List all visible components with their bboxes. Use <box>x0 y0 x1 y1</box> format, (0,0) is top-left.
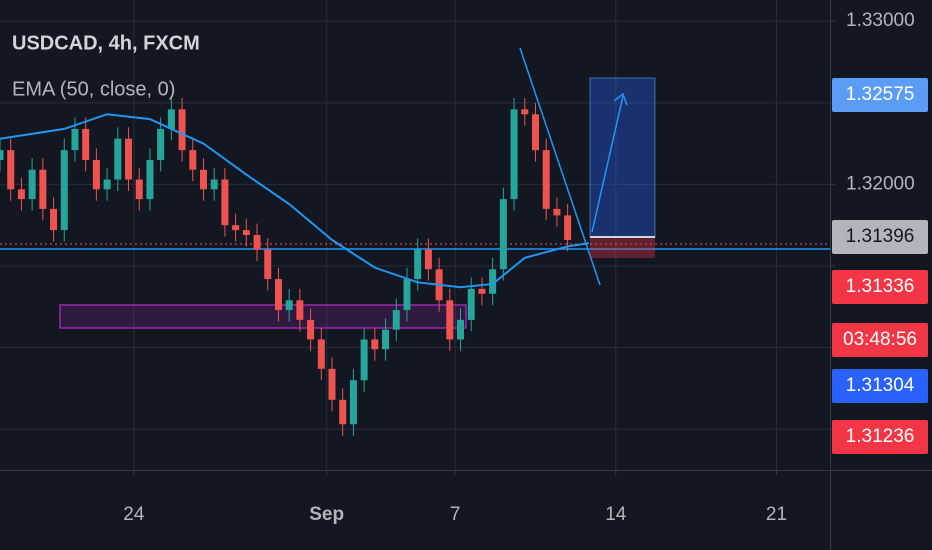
candle-body <box>489 269 497 294</box>
candle-body <box>157 128 165 160</box>
zone-rectangle <box>59 304 467 329</box>
candle-body <box>264 249 272 280</box>
x-tick-label: 21 <box>766 504 787 525</box>
x-tick-label: 24 <box>123 504 145 525</box>
candle-body <box>564 215 572 240</box>
candle-body <box>349 380 357 425</box>
candle-body <box>92 159 100 190</box>
candle-body <box>446 300 454 340</box>
candle-body <box>382 329 390 350</box>
candle-body <box>253 235 261 250</box>
candle-body <box>531 114 539 151</box>
candle-body <box>82 128 90 160</box>
candle-body <box>232 225 240 231</box>
y-tick-label: 1.33000 <box>846 10 915 31</box>
candle-body <box>467 288 475 320</box>
candle-body <box>392 310 400 330</box>
candle-body <box>510 109 518 200</box>
price-label: 1.31336 <box>846 276 915 297</box>
axes: 1.33000 1.32000 24 Sep 7 14 21 <box>123 10 914 525</box>
candle-body <box>317 339 325 369</box>
candle-body <box>424 249 432 270</box>
candles <box>0 97 572 436</box>
price-label: 1.32575 <box>846 84 915 105</box>
x-tick-label: Sep <box>309 504 344 525</box>
candle-body <box>542 150 550 209</box>
candle-body <box>146 159 154 200</box>
candle-body <box>50 208 58 231</box>
candle-body <box>0 150 4 160</box>
candle-body <box>274 279 282 311</box>
candle-body <box>60 150 68 231</box>
price-label-box <box>832 420 928 454</box>
x-tick-label: 7 <box>450 504 461 525</box>
indicator-name: EMA (50, close, 0) <box>12 78 175 100</box>
candle-body <box>499 199 507 270</box>
ema <box>0 113 590 289</box>
candle-body <box>328 368 336 400</box>
candle-body <box>285 300 293 311</box>
price-label-box <box>832 270 928 304</box>
candle-body <box>242 230 250 235</box>
candle-body <box>339 399 347 425</box>
price-label: 1.31304 <box>846 375 915 396</box>
projection-arrow <box>591 95 624 233</box>
candle-body <box>553 208 561 216</box>
candle-body <box>114 138 122 180</box>
price-label: 1.31236 <box>846 426 915 447</box>
countdown-box <box>832 323 928 357</box>
candle-body <box>125 138 133 180</box>
x-tick-label: 14 <box>605 504 627 525</box>
candle-body <box>189 150 197 170</box>
price-label-box <box>832 220 928 254</box>
candle-body <box>478 288 486 294</box>
candle-body <box>521 109 529 115</box>
candle-body <box>71 128 79 151</box>
candle-body <box>28 169 36 200</box>
y-tick-label: 1.32000 <box>846 173 915 194</box>
candle-body <box>221 179 229 226</box>
price-label-box <box>832 369 928 403</box>
candle-body <box>360 339 368 381</box>
candle-body <box>135 179 143 200</box>
candle-body <box>199 169 207 190</box>
candle-body <box>39 169 47 209</box>
arrow-head <box>613 92 628 106</box>
price-label-box <box>832 78 928 112</box>
profit-zone <box>589 77 656 238</box>
candle-body <box>17 189 25 200</box>
ema-line <box>0 113 590 289</box>
candle-body <box>414 249 422 280</box>
candle-body <box>178 109 186 151</box>
candle-body <box>7 150 15 190</box>
candle-body <box>103 179 111 190</box>
candle-body <box>403 279 411 311</box>
candle-body <box>167 109 175 129</box>
candle-body <box>307 319 315 340</box>
symbol-title: USDCAD, 4h, FXCM <box>12 32 200 54</box>
loss-zone <box>590 237 655 258</box>
candle-body <box>457 319 465 340</box>
candle-body <box>210 179 218 190</box>
price-label: 1.31396 <box>846 226 915 247</box>
countdown: 03:48:56 <box>843 329 917 350</box>
trend-line <box>519 47 601 286</box>
candle-body <box>296 300 304 320</box>
candle-body <box>371 339 379 350</box>
price-labels: 1.32575 1.31396 1.31336 1.31304 1.31236 03:48… <box>832 78 928 454</box>
